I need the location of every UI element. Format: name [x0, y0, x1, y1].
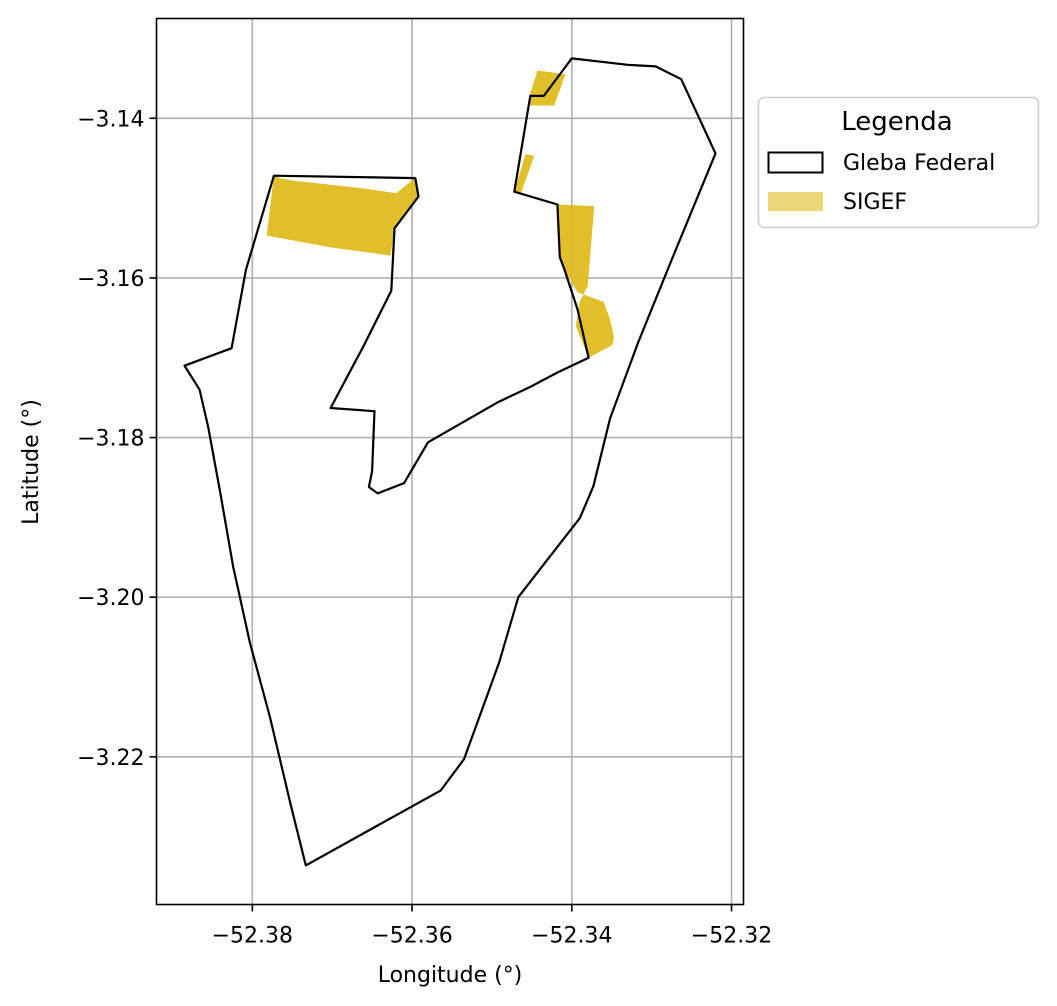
- legend-title: Legenda: [841, 107, 952, 137]
- sigef-layer: [266, 70, 615, 358]
- sigef-parcel-3: [514, 154, 535, 195]
- legend-label-gleba-federal: Gleba Federal: [843, 151, 995, 176]
- sigef-parcel-1: [266, 175, 419, 256]
- legend: Legenda Gleba Federal SIGEF: [757, 96, 1040, 229]
- plot-frame: [155, 17, 745, 906]
- x-axis-ticks: −52.38 −52.36 −52.34 −52.32: [212, 904, 772, 949]
- grid-lines: [156, 18, 744, 905]
- x-tick-label: −52.32: [691, 924, 772, 949]
- gleba-federal-polygon: [183, 57, 717, 867]
- y-tick-label: −3.22: [77, 746, 144, 771]
- x-tick-label: −52.38: [212, 924, 293, 949]
- y-tick-label: −3.16: [77, 267, 144, 292]
- y-tick-label: −3.14: [77, 107, 144, 132]
- x-tick-label: −52.36: [371, 924, 452, 949]
- gleba-federal-layer: [183, 57, 717, 867]
- y-tick-label: −3.20: [77, 586, 144, 611]
- legend-swatch-gleba-federal: [767, 151, 824, 174]
- sigef-parcel-4: [557, 204, 615, 358]
- legend-label-sigef: SIGEF: [843, 190, 907, 215]
- y-tick-label: −3.18: [77, 427, 144, 452]
- y-axis-ticks: −3.14 −3.16 −3.18 −3.20 −3.22: [77, 107, 157, 771]
- legend-swatch-sigef: [768, 192, 823, 211]
- x-tick-label: −52.34: [531, 924, 612, 949]
- x-axis-label: Longitude (°): [378, 963, 523, 988]
- legend-box: [757, 96, 1040, 229]
- y-axis-label: Latitude (°): [19, 399, 44, 525]
